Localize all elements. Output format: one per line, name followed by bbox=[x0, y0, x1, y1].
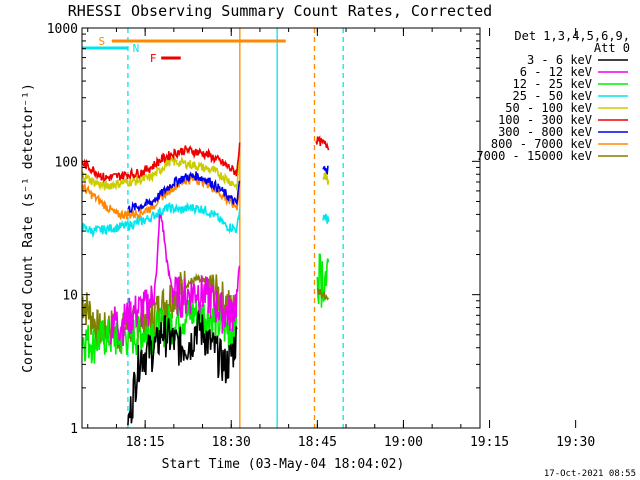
series-line bbox=[322, 171, 330, 185]
y-tick-label: 1000 bbox=[47, 22, 78, 37]
flag-label: N bbox=[133, 42, 140, 55]
series-line bbox=[316, 288, 330, 301]
x-tick-label: 19:15 bbox=[470, 435, 509, 450]
legend-entry-label: 7000 - 15000 keV bbox=[476, 149, 592, 163]
y-tick-label: 10 bbox=[62, 289, 78, 304]
series-line bbox=[82, 142, 241, 183]
legend-header-line-1: Det 1,3,4,5,6,9, bbox=[514, 29, 630, 43]
legend-entry-label: 6 - 12 keV bbox=[520, 65, 592, 79]
series-line bbox=[127, 171, 241, 214]
x-tick-label: 18:15 bbox=[126, 435, 165, 450]
legend-entry-label: 3 - 6 keV bbox=[527, 53, 592, 67]
series-line bbox=[315, 135, 330, 151]
series-line bbox=[322, 213, 330, 224]
legend-entry-label: 12 - 25 keV bbox=[513, 77, 592, 91]
legend-entry-label: 100 - 300 keV bbox=[498, 113, 592, 127]
flag-label: S bbox=[99, 35, 106, 48]
y-tick-label: 1 bbox=[70, 422, 78, 437]
x-tick-label: 18:45 bbox=[298, 435, 337, 450]
series-line bbox=[82, 156, 241, 191]
x-tick-label: 19:30 bbox=[556, 435, 595, 450]
plot-frame bbox=[81, 27, 481, 429]
series-line bbox=[316, 253, 330, 308]
flag-label: F bbox=[150, 52, 157, 65]
y-axis: 1 10 100 1000 bbox=[47, 22, 480, 437]
series-line bbox=[82, 201, 241, 239]
y-tick-label: 100 bbox=[55, 155, 78, 170]
chart-title: RHESSI Observing Summary Count Rates, Co… bbox=[68, 2, 492, 20]
x-axis: 18:15 18:30 18:45 19:00 19:15 19:30 bbox=[87, 28, 595, 450]
legend-entry-label: 25 - 50 keV bbox=[513, 89, 592, 103]
x-tick-label: 19:00 bbox=[384, 435, 423, 450]
series-line bbox=[322, 165, 329, 175]
legend-entry-label: 50 - 100 keV bbox=[505, 101, 592, 115]
timestamp: 17-Oct-2021 08:55 bbox=[544, 469, 636, 479]
x-axis-label: Start Time (03-May-04 18:04:02) bbox=[162, 457, 405, 472]
y-axis-label: Corrected Count Rate (s⁻¹ detector⁻¹) bbox=[21, 83, 36, 373]
legend-entry-label: 800 - 7000 keV bbox=[491, 137, 592, 151]
x-tick-label: 18:30 bbox=[212, 435, 251, 450]
series-line bbox=[109, 211, 241, 347]
legend-header-line-2: Att 0 bbox=[594, 41, 630, 55]
series-line bbox=[127, 309, 238, 426]
legend-entry-label: 300 - 800 keV bbox=[498, 125, 592, 139]
plot-area bbox=[82, 28, 344, 428]
